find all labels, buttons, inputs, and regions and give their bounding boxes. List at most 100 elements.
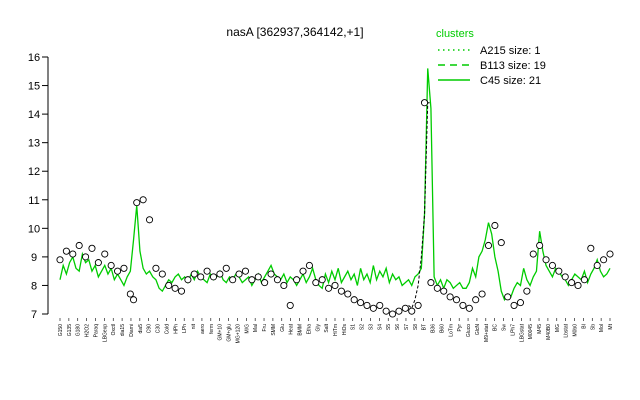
data-point (114, 267, 122, 275)
x-tick-label: S3 (368, 324, 374, 330)
data-point (600, 256, 608, 264)
data-point (497, 239, 505, 247)
x-tick-label: aero (200, 324, 206, 334)
data-point (190, 270, 198, 278)
data-point (82, 253, 90, 261)
data-point (56, 256, 64, 264)
x-tick-label: LoTm (448, 324, 454, 337)
x-tick-label: B36 (431, 324, 437, 333)
data-point (542, 256, 550, 264)
data-point (568, 279, 576, 287)
x-tick-label: Heat (289, 323, 295, 334)
y-tick-label: 11 (28, 195, 39, 207)
x-tick-label: BT (422, 324, 428, 330)
x-tick-label: HiTm (333, 324, 339, 336)
data-point (580, 276, 588, 284)
x-tick-label: M/G (244, 324, 250, 334)
data-point (318, 276, 326, 284)
x-tick-label: Glu (280, 324, 286, 332)
x-tick-label: Gluco (466, 324, 472, 337)
data-point (561, 273, 569, 281)
data-point (510, 301, 518, 309)
data-point (574, 281, 582, 289)
data-point (267, 270, 275, 278)
x-tick-label: S2 (360, 324, 366, 330)
y-tick-label: 9 (31, 252, 37, 264)
data-point (273, 276, 281, 284)
data-point (62, 247, 70, 255)
x-tick-label: Lbstat (564, 323, 570, 337)
x-tick-label: MG (555, 324, 561, 332)
data-point (152, 264, 160, 272)
data-point (350, 296, 358, 304)
x-tick-label: S7 (404, 324, 410, 330)
data-point (75, 241, 83, 250)
x-tick-label: LPh (182, 324, 188, 333)
x-tick-label: LPh7 (510, 324, 516, 336)
data-point (254, 273, 262, 281)
x-tick-label: Salt (324, 323, 330, 332)
data-point (555, 267, 563, 275)
data-point (107, 261, 115, 270)
x-tick-label: dia5 (138, 324, 144, 334)
data-point (126, 290, 134, 298)
plot-area (56, 68, 614, 318)
data-point (465, 304, 473, 312)
x-tick-label: Mol (599, 324, 605, 332)
x-tick-label: BC (493, 324, 499, 331)
x-tick-label: S6 (395, 324, 401, 330)
x-tick-label: SMM (271, 324, 277, 336)
x-tick-label: B60 (439, 324, 445, 333)
y-tick-label: 16 (28, 52, 40, 64)
data-point (459, 301, 467, 309)
data-point (129, 296, 138, 304)
x-tick-label: M45 (537, 324, 543, 334)
x-tick-label: BMM (298, 324, 304, 336)
data-point (299, 267, 307, 275)
legend-title: clusters (436, 28, 474, 40)
data-point (261, 279, 269, 287)
data-point (101, 250, 109, 258)
data-point (88, 244, 96, 252)
x-tick-label: HiOs (342, 324, 348, 336)
x-tick-label: HPh (173, 324, 179, 334)
data-point (382, 307, 390, 315)
data-point (337, 287, 345, 295)
data-point (516, 299, 525, 307)
series-line-highlight (408, 102, 431, 310)
data-point (389, 310, 397, 318)
data-point (229, 276, 237, 284)
data-point (171, 284, 179, 292)
x-tick-label: S5 (386, 324, 392, 330)
x-tick-label: C30 (156, 324, 162, 333)
x-tick-label: GM+glu (227, 324, 233, 342)
data-point (484, 241, 493, 250)
data-point (369, 304, 377, 312)
x-tick-label: MG+120 (235, 324, 241, 344)
x-tick-label: M9+stat (484, 323, 490, 342)
y-tick-label: 8 (31, 280, 37, 292)
x-tick-label: C90 (147, 324, 153, 333)
data-point (145, 216, 154, 224)
data-point (446, 293, 454, 301)
data-point (120, 264, 128, 272)
data-point (587, 244, 595, 252)
data-point (248, 276, 256, 284)
data-point (139, 196, 147, 204)
x-tick-label: Cold (164, 324, 170, 335)
chart-title: nasA [362937,364142,+1] (226, 25, 363, 39)
data-point (401, 304, 409, 312)
data-point (241, 267, 250, 275)
data-point (433, 284, 441, 292)
y-tick-label: 15 (28, 81, 40, 93)
data-point (427, 279, 435, 287)
x-tick-label: BI (581, 324, 587, 329)
x-tick-label: Pyr (457, 324, 463, 332)
data-point (363, 301, 371, 309)
data-point (280, 281, 288, 289)
x-tick-label: Oxctl (111, 324, 117, 335)
data-point (222, 264, 230, 272)
x-tick-label: M40B0 (546, 324, 552, 340)
